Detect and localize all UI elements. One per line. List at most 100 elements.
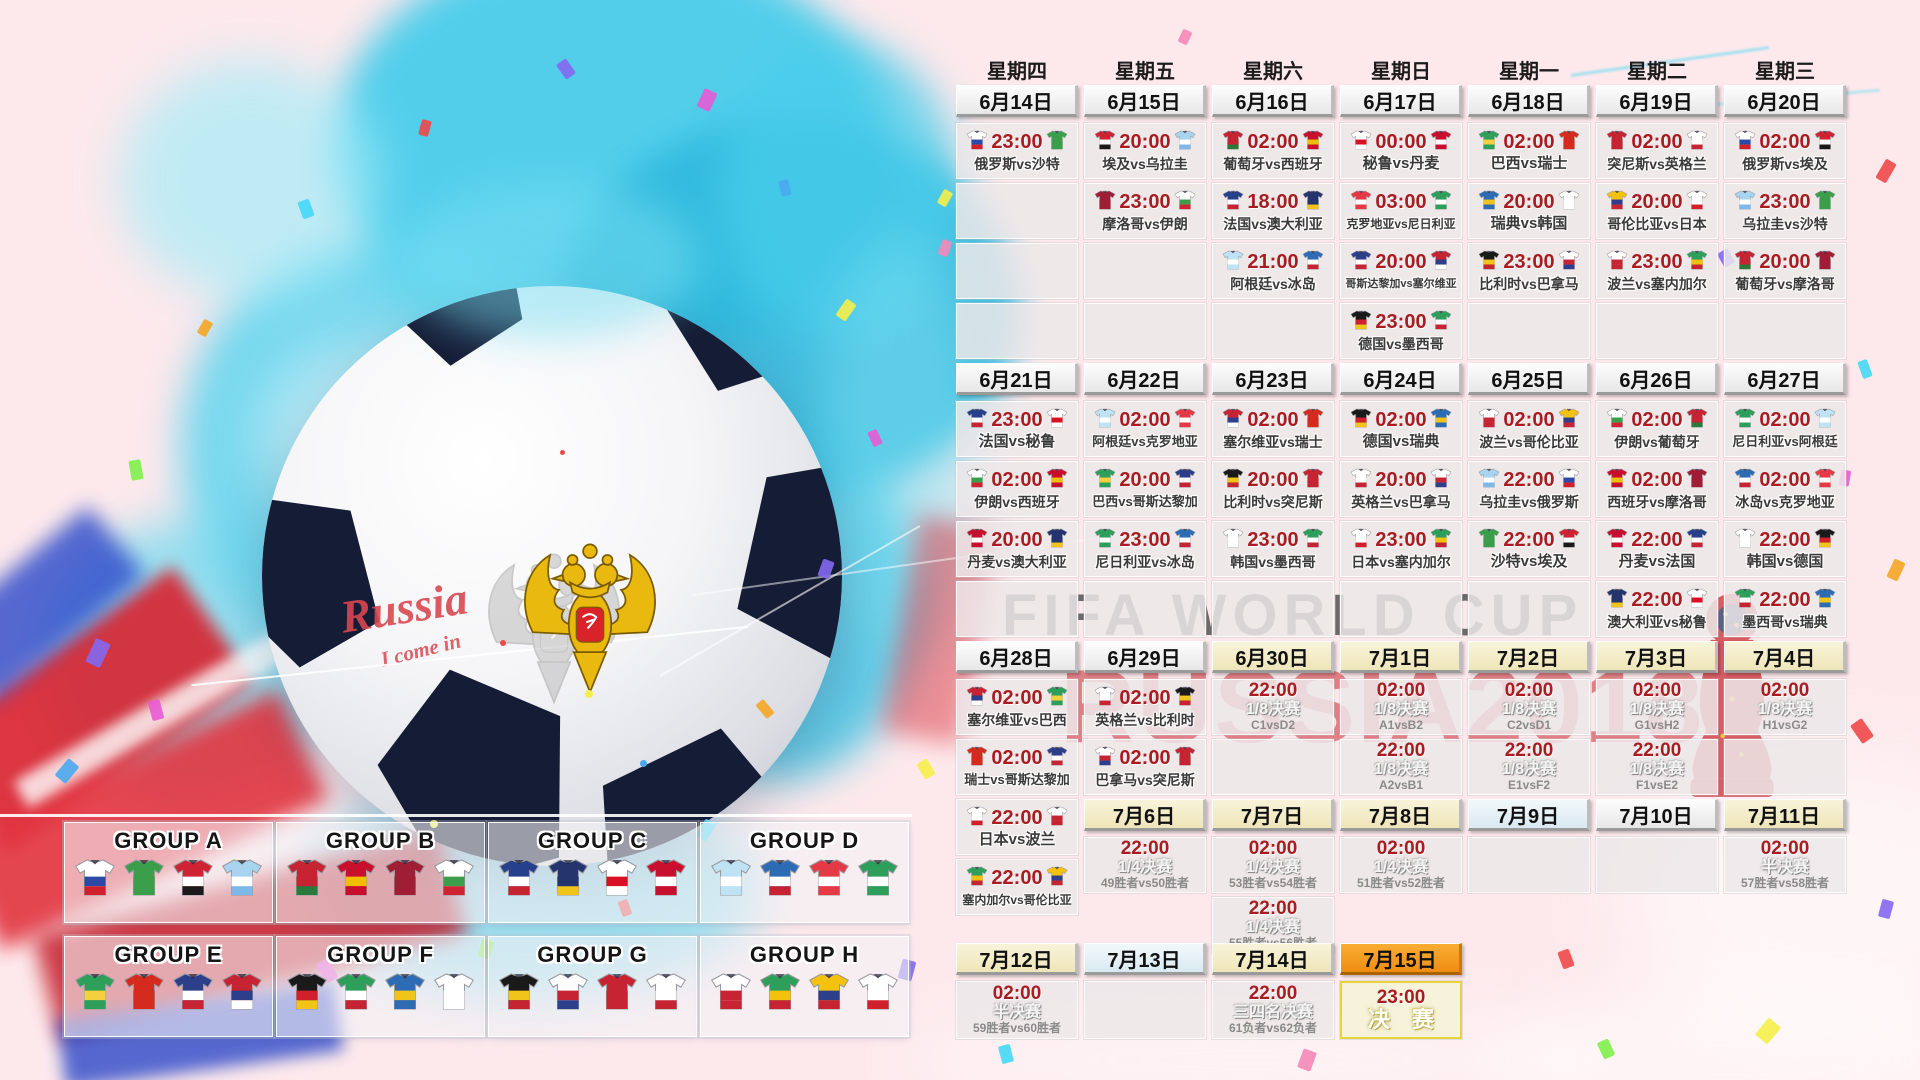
away-jersey [1686,190,1708,215]
date-box: 7月8日 [1340,799,1462,831]
paint-splash [120,60,380,300]
jersey-icon [1430,310,1451,329]
empty-cell [1084,303,1206,359]
jersey-icon [1607,250,1628,269]
date-label: 7月15日 [1363,949,1437,972]
soccer-ball: Russia I come in [262,286,842,866]
match-teams: 英格兰vs比利时 [1095,712,1195,728]
russia-crest-icon [488,540,665,707]
jersey-icon [1814,130,1835,149]
away-jersey [1558,190,1580,215]
match-time: 02:00 [1119,408,1171,431]
match-row: 02:00 [966,467,1067,493]
jersey-icon [1479,468,1500,487]
team-jersey-icon [286,858,328,902]
date-label: 7月9日 [1496,805,1560,828]
knockout-cell: 02:00 1/8决赛 G1vsH2 [1596,679,1718,735]
match-cell: 23:00 摩洛哥vs伊朗 [1084,183,1206,239]
away-jersey [1302,190,1324,215]
away-jersey [1430,310,1452,335]
knockout-stage: 1/4决赛 [1117,859,1173,876]
jersey-icon [1607,130,1628,149]
match-time: 02:00 [1375,408,1427,431]
match-row: 22:00 [1606,587,1707,613]
empty-cell [1084,243,1206,299]
date-box: 7月1日 [1340,641,1462,673]
date-box: 7月10日 [1596,799,1718,831]
match-cell: 23:00 法国vs秘鲁 [956,401,1078,457]
match-teams: 澳大利亚vs秘鲁 [1607,614,1707,630]
match-row: 02:00 [966,685,1067,711]
group-title: GROUP A [114,828,223,853]
match-row: 20:00 [1222,467,1323,493]
schedule-column: 星期五 6月15日 20:00 埃及vs乌拉圭 23:00 摩洛哥vs伊朗 6月22日 02:… [1084,55,1206,957]
match-cell: 02:00 波兰vs哥伦比亚 [1468,401,1590,457]
match-row: 02:00 [1734,407,1835,433]
date-box: 6月26日 [1596,363,1718,395]
knockout-cell: 22:00 1/8决赛 F1vsE2 [1596,739,1718,795]
match-row: 22:00 [1478,467,1579,493]
match-time: 22:00 [1759,528,1811,551]
jersey-icon [1046,686,1067,705]
home-jersey [1350,408,1372,433]
team-jersey-icon [710,858,752,902]
match-row: 02:00 [1478,129,1579,155]
jersey-icon [1046,130,1067,149]
match-time: 22:00 [1759,588,1811,611]
match-teams: 波兰vs塞内加尔 [1607,276,1707,292]
team-jersey-icon [857,858,899,902]
jersey-icon [1686,250,1707,269]
knockout-stage: 半决赛 [1760,859,1809,876]
knockout-cell: 22:00 1/8决赛 A2vsB1 [1340,739,1462,795]
jersey-icon [1607,588,1628,607]
knockout-code: 57胜者vs58胜者 [1740,876,1830,890]
jersey-icon [1479,408,1500,427]
match-time: 22:00 [991,866,1043,889]
empty-cell [1212,303,1334,359]
jersey-icon [173,973,213,1010]
match-cell: 23:00 尼日利亚vs冰岛 [1084,521,1206,577]
away-jersey [1558,250,1580,275]
away-jersey [1558,130,1580,155]
empty-cell [956,303,1078,359]
match-row: 23:00 [1094,527,1195,553]
weekday-label: 星期六 [1243,61,1303,83]
paint-speck [640,760,647,767]
confetti-piece [1849,717,1875,745]
match-teams: 德国vs墨西哥 [1358,336,1444,352]
home-jersey [966,866,988,891]
match-teams: 冰岛vs克罗地亚 [1735,494,1835,510]
home-jersey [1094,190,1116,215]
away-jersey [1686,528,1708,553]
date-label: 7月1日 [1368,647,1432,670]
home-jersey [1478,250,1500,275]
match-teams: 葡萄牙vs摩洛哥 [1735,276,1835,292]
date-box: 7月7日 [1212,799,1334,831]
jersey-icon [1095,468,1116,487]
confetti-piece [916,758,936,780]
jersey-icon [1046,866,1067,885]
match-teams: 西班牙vs摩洛哥 [1607,494,1707,510]
away-jersey [1302,468,1324,493]
date-label: 6月15日 [1107,91,1181,114]
match-row: 03:00 [1350,189,1451,215]
match-row: 23:00 [1094,189,1195,215]
jersey-icon [1479,528,1500,547]
match-row: 02:00 [966,745,1067,771]
away-jersey [1558,408,1580,433]
team-jersey-icon [335,972,377,1016]
jersey-icon [809,973,849,1010]
match-time: 02:00 [1119,686,1171,709]
knockout-time: 02:00 [1760,680,1810,701]
knockout-time: 22:00 [1632,740,1682,761]
match-teams: 哥斯达黎加vs塞尔维亚 [1345,278,1457,290]
match-time: 23:00 [1631,250,1683,273]
knockout-code: E1vsF2 [1507,778,1551,792]
jersey-icon [1046,806,1067,825]
knockout-cell: 22:00 1/4决赛 49胜者vs50胜者 [1084,837,1206,893]
home-jersey [1478,408,1500,433]
match-cell: 22:00 日本vs波兰 [956,799,1078,855]
home-jersey [1094,468,1116,493]
match-row: 00:00 [1350,129,1451,155]
